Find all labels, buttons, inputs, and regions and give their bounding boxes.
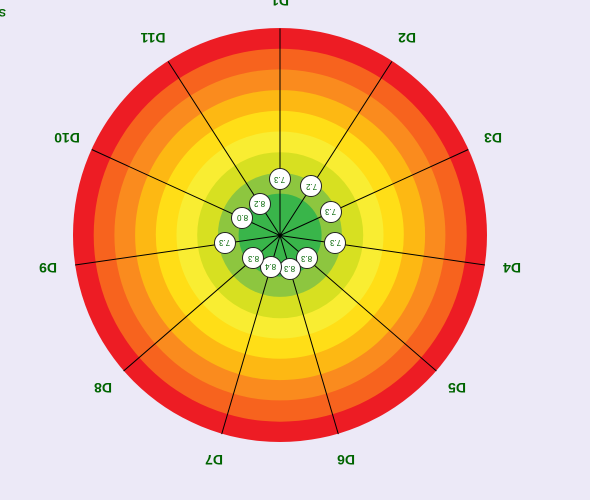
data-point-label: 7.2 bbox=[306, 182, 317, 191]
axis-label: D10 bbox=[54, 130, 80, 146]
data-point: 7.3 bbox=[269, 168, 291, 190]
data-point-label: 7.3 bbox=[219, 238, 230, 247]
data-point: 8.3 bbox=[242, 247, 264, 269]
axis-label: D8 bbox=[94, 380, 112, 396]
data-point-label: 8.3 bbox=[284, 264, 295, 273]
axis-label: D5 bbox=[448, 380, 466, 396]
chart-spoke bbox=[280, 29, 281, 236]
data-point-label: 8.3 bbox=[248, 254, 259, 263]
data-point: 7.3 bbox=[324, 232, 346, 254]
axis-label: D2 bbox=[398, 30, 416, 46]
data-point-label: 7.3 bbox=[325, 207, 336, 216]
data-point-label: 7.3 bbox=[330, 238, 341, 247]
axis-label: D11 bbox=[141, 30, 166, 46]
data-point: 8.3 bbox=[279, 258, 301, 280]
axis-label: D1 bbox=[271, 0, 289, 9]
data-point-label: 8.4 bbox=[265, 262, 276, 271]
radar-chart: D1 D2 D3 D4 D5 D6 D7 D8 D9 D10 D11 7.3 7.2 7.3 7.3 8.3 8… bbox=[0, 0, 590, 500]
data-point: 7.3 bbox=[214, 232, 236, 254]
axis-label: D6 bbox=[337, 452, 355, 468]
data-point-label: 8.0 bbox=[237, 213, 248, 222]
watermark: SISVALDIDAT bbox=[0, 6, 6, 18]
data-point: 8.2 bbox=[249, 193, 271, 215]
data-point: 7.3 bbox=[320, 201, 342, 223]
data-point: 7.2 bbox=[300, 175, 322, 197]
data-point-label: 7.3 bbox=[274, 175, 285, 184]
axis-label: D7 bbox=[205, 452, 223, 468]
axis-label: D3 bbox=[484, 130, 502, 146]
data-point-label: 8.3 bbox=[301, 254, 312, 263]
axis-label: D4 bbox=[503, 260, 521, 276]
axis-label: D9 bbox=[39, 260, 57, 276]
data-point-label: 8.2 bbox=[254, 199, 265, 208]
